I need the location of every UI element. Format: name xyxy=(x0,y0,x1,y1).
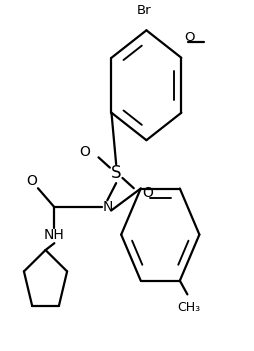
Text: N: N xyxy=(102,200,112,214)
Text: NH: NH xyxy=(44,227,65,241)
Text: O: O xyxy=(26,174,37,188)
Text: O: O xyxy=(78,145,89,159)
Text: CH₃: CH₃ xyxy=(177,301,199,314)
Text: O: O xyxy=(142,186,153,200)
Text: Br: Br xyxy=(136,4,151,16)
Text: S: S xyxy=(110,164,121,182)
Text: O: O xyxy=(183,31,194,44)
